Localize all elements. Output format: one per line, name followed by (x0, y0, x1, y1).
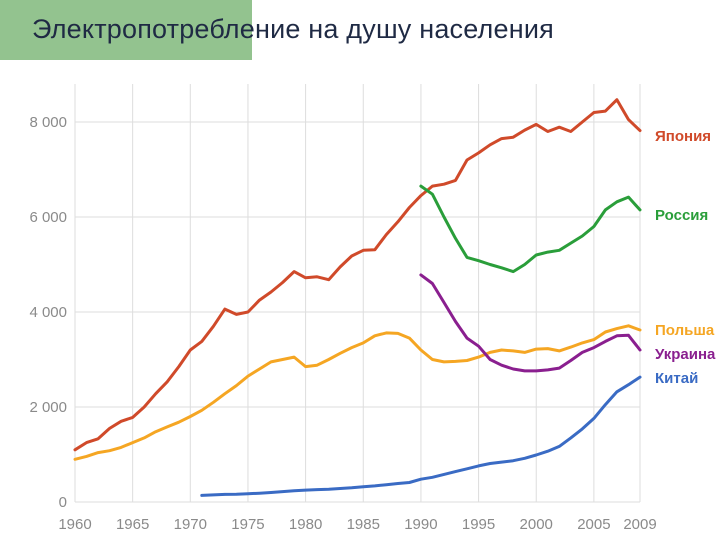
series-line-украина (419, 273, 642, 373)
x-tick-label-2005: 2005 (577, 516, 610, 533)
x-tick-label-1975: 1975 (231, 516, 264, 533)
x-tick-label-1960: 1960 (58, 516, 91, 533)
legend-label-украина: Украина (655, 346, 716, 363)
x-tick-label-1995: 1995 (462, 516, 495, 533)
x-tick-label-2009: 2009 (623, 516, 656, 533)
legend-label-россия: Россия (655, 207, 708, 224)
x-tick-label-1985: 1985 (347, 516, 380, 533)
x-tick-label-1965: 1965 (116, 516, 149, 533)
legend-label-китай: Китай (655, 370, 698, 387)
y-tick-label-4000: 4 000 (29, 304, 67, 321)
legend-label-япония: Япония (655, 128, 711, 145)
y-tick-label-2000: 2 000 (29, 399, 67, 416)
page-title: Электропотребление на душу населения (32, 14, 554, 44)
y-tick-label-8000: 8 000 (29, 114, 67, 131)
legend-label-польша: Польша (655, 322, 715, 339)
x-tick-label-1990: 1990 (404, 516, 437, 533)
series-line-польша (73, 324, 642, 461)
series-line-россия (419, 184, 642, 274)
y-tick-label-6000: 6 000 (29, 209, 67, 226)
x-tick-label-2000: 2000 (520, 516, 553, 533)
x-tick-label-1970: 1970 (174, 516, 207, 533)
x-tick-label-1980: 1980 (289, 516, 322, 533)
series-line-китай (200, 375, 642, 497)
y-tick-label-0: 0 (59, 494, 67, 511)
series-line-япония (73, 98, 642, 452)
title-accent-bar (0, 0, 252, 60)
